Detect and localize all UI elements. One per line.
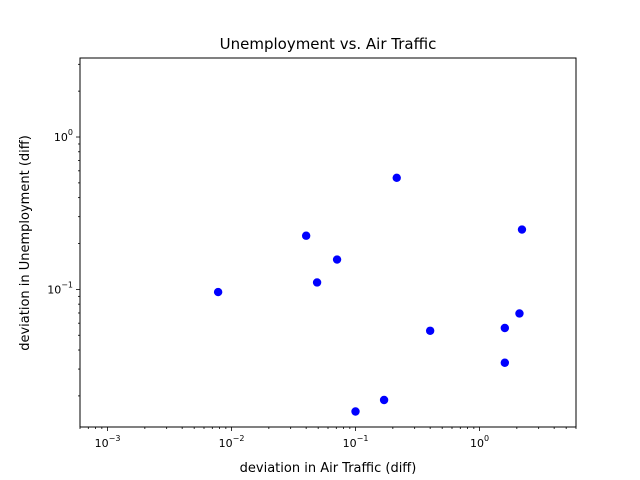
data-point-10 xyxy=(515,309,524,318)
data-point-7 xyxy=(425,326,435,335)
data-point-9 xyxy=(500,358,510,367)
x-axis-label: deviation in Air Traffic (diff) xyxy=(240,461,417,476)
y-axis-label: deviation in Unemployment (diff) xyxy=(18,135,33,351)
x-tick-label-2: 10−1 xyxy=(343,434,369,450)
x-tick-label-0: 10−3 xyxy=(95,434,121,450)
chart-title: Unemployment vs. Air Traffic xyxy=(220,35,437,53)
plot-frame xyxy=(79,57,577,428)
data-point-11 xyxy=(517,225,527,234)
axis-ticks: 10−3 10−2 10−1 100 10−1 100 xyxy=(47,63,577,450)
data-point-5 xyxy=(379,395,389,405)
data-point-3 xyxy=(332,255,342,264)
data-point-0 xyxy=(213,287,223,297)
data-point-1 xyxy=(301,231,311,240)
data-point-2 xyxy=(312,278,322,287)
y-tick-label-0: 10−1 xyxy=(47,280,73,296)
data-point-8 xyxy=(500,323,510,333)
x-tick-label-1: 10−2 xyxy=(219,434,245,450)
x-tick-label-3: 100 xyxy=(470,434,489,450)
data-point-4 xyxy=(351,407,360,416)
y-tick-label-1: 100 xyxy=(54,128,73,144)
data-point-6 xyxy=(392,173,401,182)
data-points xyxy=(213,173,527,416)
